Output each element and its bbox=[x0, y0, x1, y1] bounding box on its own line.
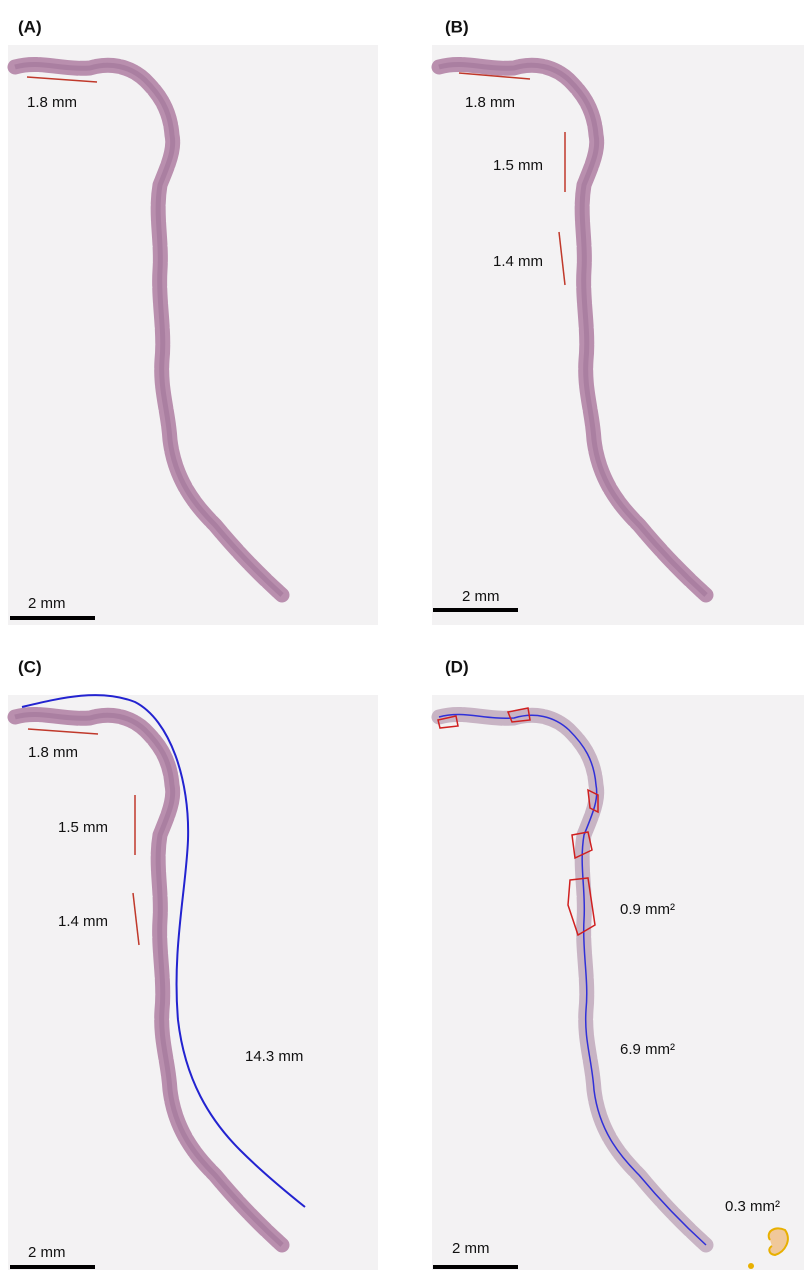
scale-label: 2 mm bbox=[28, 595, 66, 612]
panel-c: (C) 1.8 mm 1.5 mm 1.4 mm 14.3 mm 2 mm bbox=[8, 657, 378, 1270]
measure-label: 1.8 mm bbox=[28, 744, 78, 761]
scale-label: 2 mm bbox=[28, 1244, 66, 1261]
measure-label: 1.5 mm bbox=[493, 157, 543, 174]
scale-label: 2 mm bbox=[452, 1240, 490, 1257]
measure-label: 1.5 mm bbox=[58, 819, 108, 836]
figure: (A) 1.8 mm 2 mm (B) 1.8 mm 1.5 mm 1.4 mm… bbox=[0, 0, 804, 1272]
panel-label: (D) bbox=[445, 657, 469, 676]
measure-label: 6.9 mm² bbox=[620, 1041, 675, 1058]
measure-label: 1.8 mm bbox=[27, 94, 77, 111]
measure-label: 14.3 mm bbox=[245, 1048, 303, 1065]
region-outline bbox=[748, 1263, 754, 1269]
measure-label: 0.9 mm² bbox=[620, 901, 675, 918]
panel-b: (B) 1.8 mm 1.5 mm 1.4 mm 2 mm bbox=[432, 17, 804, 625]
panel-d: (D) 0.9 mm² 6.9 mm² 0.3 mm² 2 mm bbox=[432, 657, 804, 1270]
micrograph bbox=[432, 695, 804, 1270]
measure-label: 1.4 mm bbox=[493, 253, 543, 270]
panel-a: (A) 1.8 mm 2 mm bbox=[8, 17, 378, 625]
micrograph bbox=[8, 695, 378, 1270]
panel-label: (A) bbox=[18, 17, 42, 36]
micrograph bbox=[432, 45, 804, 625]
panel-label: (B) bbox=[445, 17, 469, 36]
panel-label: (C) bbox=[18, 657, 42, 676]
measure-label: 0.3 mm² bbox=[725, 1198, 780, 1215]
scale-label: 2 mm bbox=[462, 588, 500, 605]
measure-label: 1.8 mm bbox=[465, 94, 515, 111]
measure-label: 1.4 mm bbox=[58, 913, 108, 930]
micrograph bbox=[8, 45, 378, 625]
